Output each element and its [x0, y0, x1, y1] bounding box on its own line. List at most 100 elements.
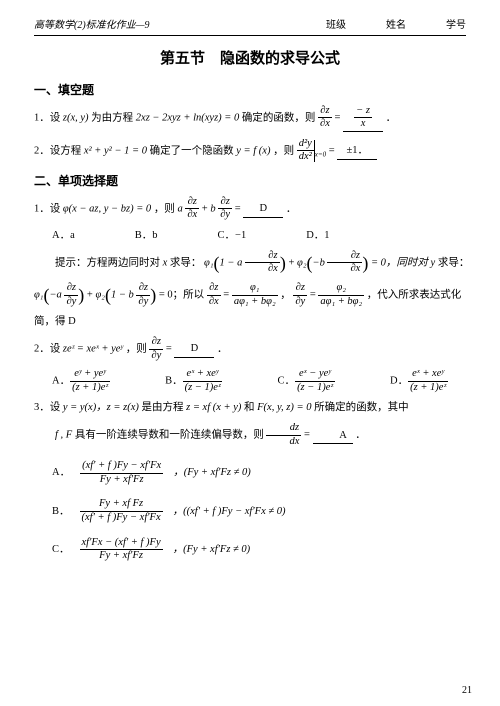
math: −a: [49, 290, 61, 301]
fraction: ∂z∂x: [245, 250, 280, 276]
sec2-q2-choices: A．eʸ + yeʸ(z + 1)eᶻ B．eˣ + xeʸ(z − 1)eᶻ …: [52, 368, 466, 394]
condition: ，(Fy + xf′Fz ≠ 0): [173, 542, 251, 558]
text: ．: [217, 343, 228, 354]
numerator: φ₁: [232, 282, 278, 296]
field-id: 学号: [446, 18, 466, 33]
denominator: ∂y: [218, 209, 232, 222]
fraction: ∂z∂y: [218, 196, 232, 222]
numerator: ∂z: [136, 282, 150, 296]
numerator: ∂z: [318, 105, 332, 119]
fraction: eʸ + yeʸ(z + 1)eᶻ: [70, 368, 110, 394]
numerator: eˣ − yeʸ: [295, 368, 335, 382]
equals: =: [223, 290, 232, 301]
fraction: ∂z∂y: [64, 282, 78, 308]
sec1-q2: 2．设方程 x² + y² − 1 = 0 确定了一个隐函数 y = f (x)…: [34, 138, 466, 164]
equals: =: [329, 145, 338, 156]
numerator: eˣ + xeʸ: [408, 368, 448, 382]
choice-b: B．b: [135, 228, 158, 244]
text: 具有一阶连续导数和一阶连续偏导数，则: [75, 430, 264, 441]
math: z = xf (x + y): [186, 402, 241, 413]
choice-c: C． xf′Fx − (xf′ + f )FyFy + xf′Fz ，(Fy +…: [52, 537, 466, 563]
text: = 0；所以: [159, 290, 204, 301]
text: ．: [355, 430, 366, 441]
fraction: d²ydx²: [297, 138, 314, 164]
denominator: (xf′ + f )Fy − xf′Fx: [80, 512, 163, 525]
label: B．: [165, 376, 183, 387]
fraction: ∂z∂x: [185, 196, 199, 222]
header-row: 高等数学(2)标准化作业—9 班级 姓名 学号: [34, 18, 466, 33]
text: 求导：: [438, 257, 470, 268]
denominator: ∂x: [185, 209, 199, 222]
sec1-q1: 1．设 z(x, y) 为由方程 2xz − 2xyz + ln(xyz) = …: [34, 105, 466, 132]
text: 和: [244, 402, 255, 413]
choice-c: C．eˣ − yeʸ(z − 1)eᶻ: [278, 368, 335, 394]
sec2-q2: 2．设 zeᶻ = xeˣ + yeʸ ，则 ∂z∂y = D ．: [34, 336, 466, 362]
numerator: eˣ + xeʸ: [183, 368, 223, 382]
equals: =: [304, 430, 313, 441]
math: y = f (x): [236, 145, 270, 156]
label: A．: [52, 376, 70, 387]
numerator: dz: [266, 422, 301, 436]
text: 是由方程: [141, 402, 183, 413]
fraction: φ₂aφ₁ + bφ₂: [318, 282, 364, 308]
numerator: − z: [354, 105, 372, 119]
answer-blank: − zx: [343, 105, 383, 132]
math: x² + y² − 1 = 0: [84, 145, 147, 156]
section-2-heading: 二、单项选择题: [34, 172, 466, 190]
math: y: [431, 257, 436, 268]
text: ，则: [154, 203, 175, 214]
denominator: ∂x: [245, 263, 280, 276]
page-number: 21: [462, 683, 472, 698]
numerator: eʸ + yeʸ: [70, 368, 110, 382]
numerator: ∂z: [64, 282, 78, 296]
text: ，则: [273, 145, 294, 156]
fraction: ∂z∂y: [293, 282, 307, 308]
choice-d: D．eˣ + xeʸ(z + 1)eᶻ: [390, 368, 448, 394]
denominator: ∂x: [318, 118, 332, 131]
math: f , F: [55, 430, 72, 441]
denominator: dx²: [297, 151, 314, 164]
text: ，代入所求表达式化: [367, 290, 462, 301]
sec2-q1: 1．设 φ(x − az, y − bz) = 0 ，则 a ∂z∂x + b …: [34, 196, 466, 222]
denominator: ∂y: [293, 296, 307, 309]
denominator: (z + 1)eᶻ: [70, 382, 110, 395]
fraction: dzdx: [266, 422, 301, 448]
course-name: 高等数学(2)标准化作业—9: [34, 18, 150, 33]
condition: ，((xf′ + f )Fy − xf′Fx ≠ 0): [173, 504, 286, 520]
answer-blank: D: [243, 201, 283, 218]
text: 确定了一个隐函数: [150, 145, 234, 156]
fraction: φ₁aφ₁ + bφ₂: [232, 282, 278, 308]
text: 1．设: [34, 203, 60, 214]
answer-blank: ±1．: [337, 143, 377, 160]
fraction: ∂z∂x: [318, 105, 332, 131]
denominator: (z + 1)eᶻ: [408, 382, 448, 395]
denominator: x: [354, 118, 372, 131]
math: 2xz − 2xyz + ln(xyz) = 0: [136, 112, 239, 123]
numerator: ∂z: [293, 282, 307, 296]
numerator: xf′Fx − (xf′ + f )Fy: [80, 537, 163, 551]
denominator: dx: [266, 436, 301, 449]
numerator: φ₂: [318, 282, 364, 296]
answer-blank: A: [313, 428, 353, 445]
math: x: [163, 257, 168, 268]
denominator: (z − 1)eᶻ: [183, 382, 223, 395]
math: y = y(x)，z = z(x): [63, 402, 139, 413]
text: 1．设: [34, 112, 60, 123]
fraction: eˣ + xeʸ(z − 1)eᶻ: [183, 368, 223, 394]
choice-a: A．eʸ + yeʸ(z + 1)eᶻ: [52, 368, 110, 394]
text: +: [288, 257, 297, 268]
sec2-q1-hint1: 提示：方程两边同时对 x 求导： φ₁(1 − a ∂z∂x) + φ₂(−b …: [34, 250, 466, 276]
numerator: ∂z: [218, 196, 232, 210]
denominator: (z − 1)eᶻ: [295, 382, 335, 395]
sec2-q3-choices: A． (xf′ + f )Fy − xf′FxFy + xf′Fz ，(Fy +…: [34, 460, 466, 563]
fraction: xf′Fx − (xf′ + f )FyFy + xf′Fz: [80, 537, 163, 563]
math: a: [177, 203, 182, 214]
denominator: aφ₁ + bφ₂: [232, 296, 278, 309]
choice-a: A． (xf′ + f )Fy − xf′FxFy + xf′Fz ，(Fy +…: [52, 460, 466, 486]
numerator: ∂z: [245, 250, 280, 264]
label: A．: [52, 465, 70, 481]
equals: =: [235, 203, 244, 214]
text: 确定的函数，则: [242, 112, 316, 123]
text: = 0，同时对: [371, 257, 428, 268]
fraction: ∂z∂y: [136, 282, 150, 308]
